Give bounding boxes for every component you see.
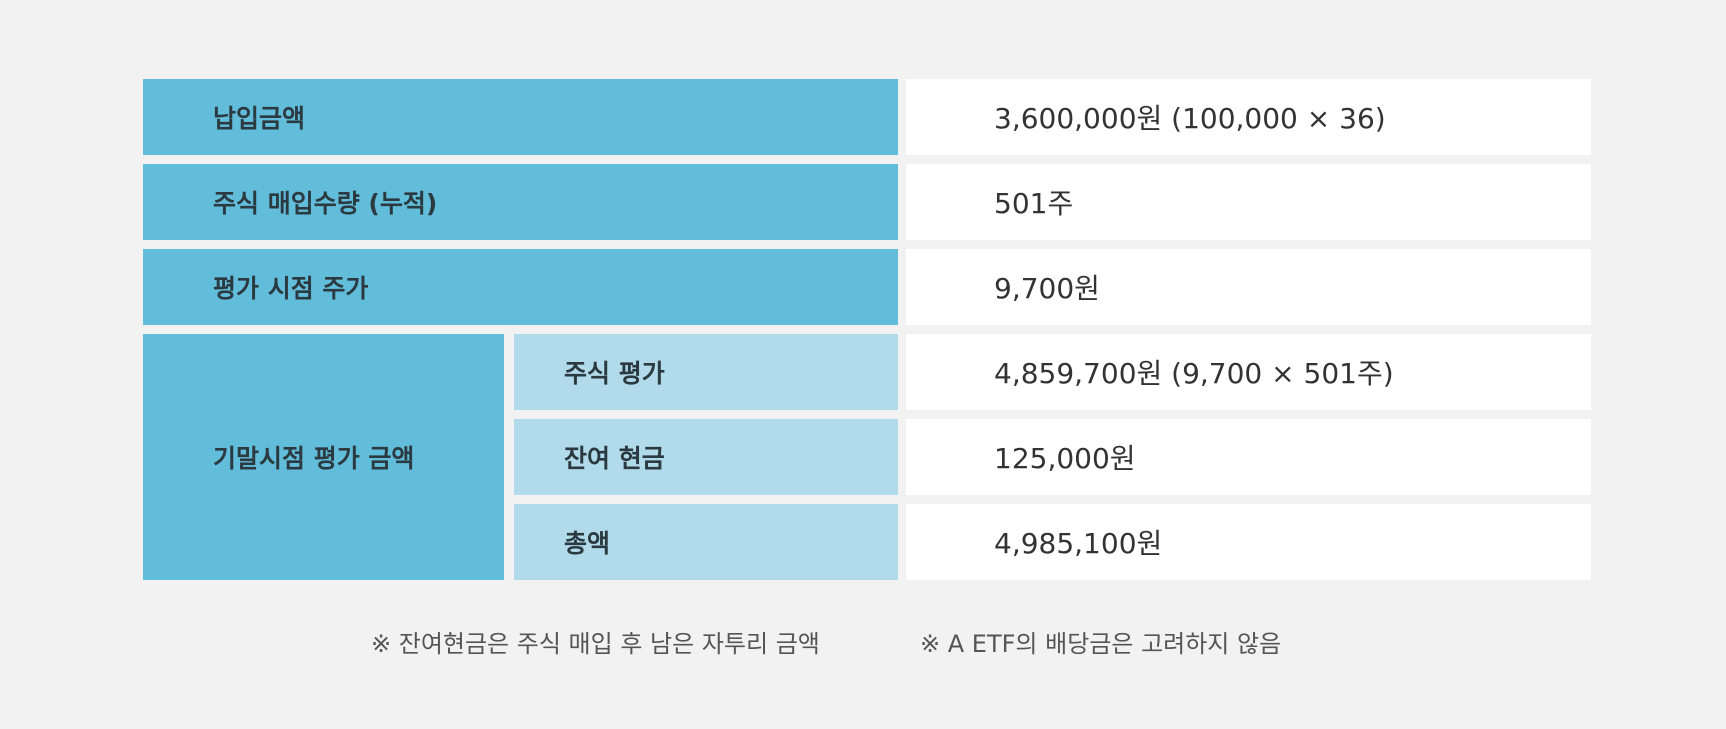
row-label-shares: 주식 매입수량 (누적) — [143, 164, 898, 240]
group-label-final-value: 기말시점 평가 금액 — [143, 334, 504, 580]
row-value-payment: 3,600,000원 (100,000 × 36) — [906, 79, 1591, 155]
subrow-label-stock-value: 주식 평가 — [514, 334, 898, 410]
footnote-remaining-cash: ※ 잔여현금은 주식 매입 후 남은 자투리 금액 — [371, 630, 820, 658]
subrow-label-remaining-cash: 잔여 현금 — [514, 419, 898, 495]
subrow-value-total: 4,985,100원 — [906, 504, 1591, 580]
row-label-price: 평가 시점 주가 — [143, 249, 898, 325]
row-value-price: 9,700원 — [906, 249, 1591, 325]
footnote-dividend: ※ A ETF의 배당금은 고려하지 않음 — [920, 630, 1282, 658]
row-label-payment: 납입금액 — [143, 79, 898, 155]
subrow-value-stock-value: 4,859,700원 (9,700 × 501주) — [906, 334, 1591, 410]
row-value-shares: 501주 — [906, 164, 1591, 240]
subrow-value-remaining-cash: 125,000원 — [906, 419, 1591, 495]
subrow-label-total: 총액 — [514, 504, 898, 580]
